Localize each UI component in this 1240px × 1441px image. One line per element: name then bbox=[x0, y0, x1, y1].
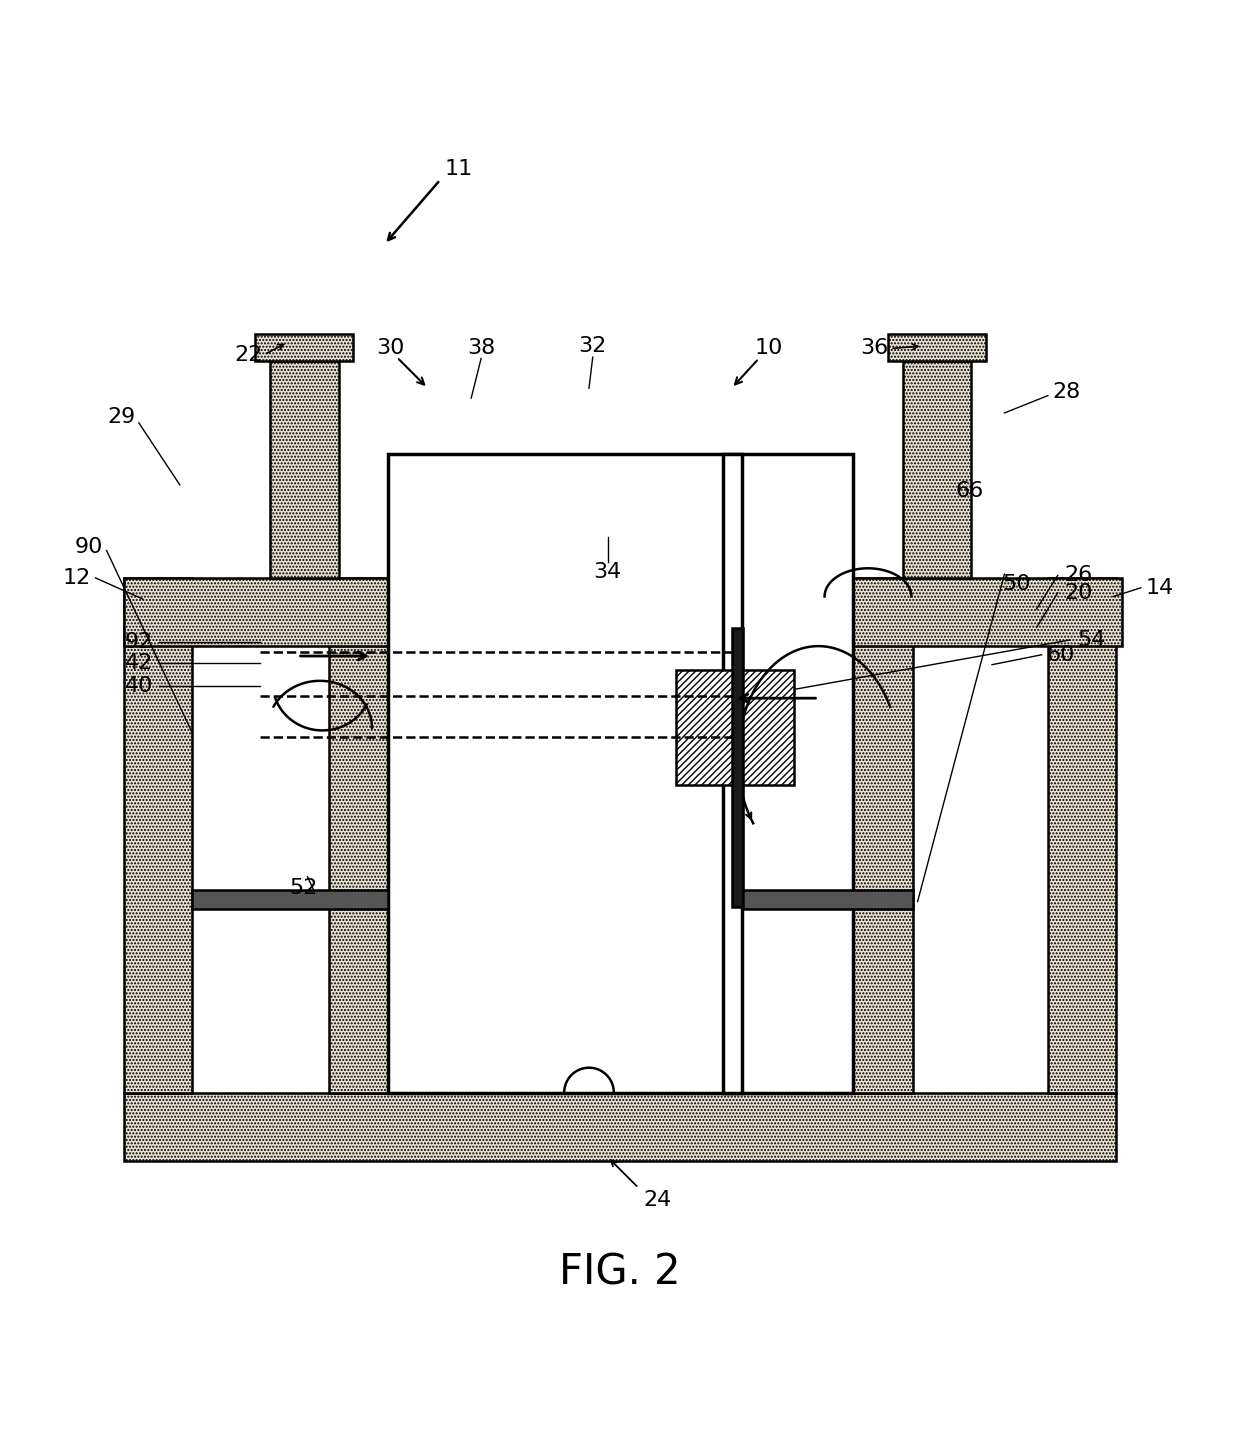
Text: 92: 92 bbox=[125, 633, 153, 653]
Text: 34: 34 bbox=[594, 562, 621, 582]
Bar bbox=[124, 1092, 1116, 1160]
Text: FIG. 2: FIG. 2 bbox=[559, 1251, 681, 1294]
Bar bbox=[742, 891, 913, 909]
Bar bbox=[124, 578, 453, 646]
Bar bbox=[853, 578, 913, 1092]
Text: 22: 22 bbox=[234, 344, 262, 365]
Text: 90: 90 bbox=[76, 537, 103, 556]
Bar bbox=[888, 334, 986, 360]
Text: 60: 60 bbox=[1047, 644, 1074, 664]
Text: 52: 52 bbox=[290, 878, 317, 898]
Bar bbox=[388, 454, 853, 1092]
Bar bbox=[270, 360, 339, 578]
Bar bbox=[124, 578, 192, 1092]
Bar bbox=[723, 454, 742, 1092]
Text: 38: 38 bbox=[467, 339, 495, 359]
Text: 28: 28 bbox=[1053, 382, 1080, 402]
Text: 40: 40 bbox=[125, 676, 153, 696]
Text: 50: 50 bbox=[1003, 574, 1030, 594]
Text: 36: 36 bbox=[861, 339, 888, 359]
Text: 42: 42 bbox=[125, 653, 153, 673]
Text: 10: 10 bbox=[755, 339, 782, 359]
Text: 12: 12 bbox=[63, 568, 91, 588]
Bar bbox=[903, 360, 971, 578]
Text: 30: 30 bbox=[377, 339, 404, 359]
Text: 29: 29 bbox=[108, 406, 135, 427]
Text: 24: 24 bbox=[644, 1190, 671, 1210]
Text: 20: 20 bbox=[1065, 582, 1092, 602]
Text: 54: 54 bbox=[1078, 630, 1105, 650]
Text: 66: 66 bbox=[956, 481, 983, 501]
Bar bbox=[329, 578, 388, 1092]
Bar bbox=[794, 578, 1122, 646]
Bar bbox=[192, 891, 388, 909]
Bar bbox=[732, 627, 743, 906]
Text: 14: 14 bbox=[1146, 578, 1173, 598]
Text: 32: 32 bbox=[579, 336, 606, 356]
Text: 26: 26 bbox=[1065, 565, 1092, 585]
Bar bbox=[676, 670, 794, 785]
Text: 11: 11 bbox=[445, 159, 472, 179]
Bar bbox=[255, 334, 353, 360]
Bar bbox=[1048, 578, 1116, 1092]
